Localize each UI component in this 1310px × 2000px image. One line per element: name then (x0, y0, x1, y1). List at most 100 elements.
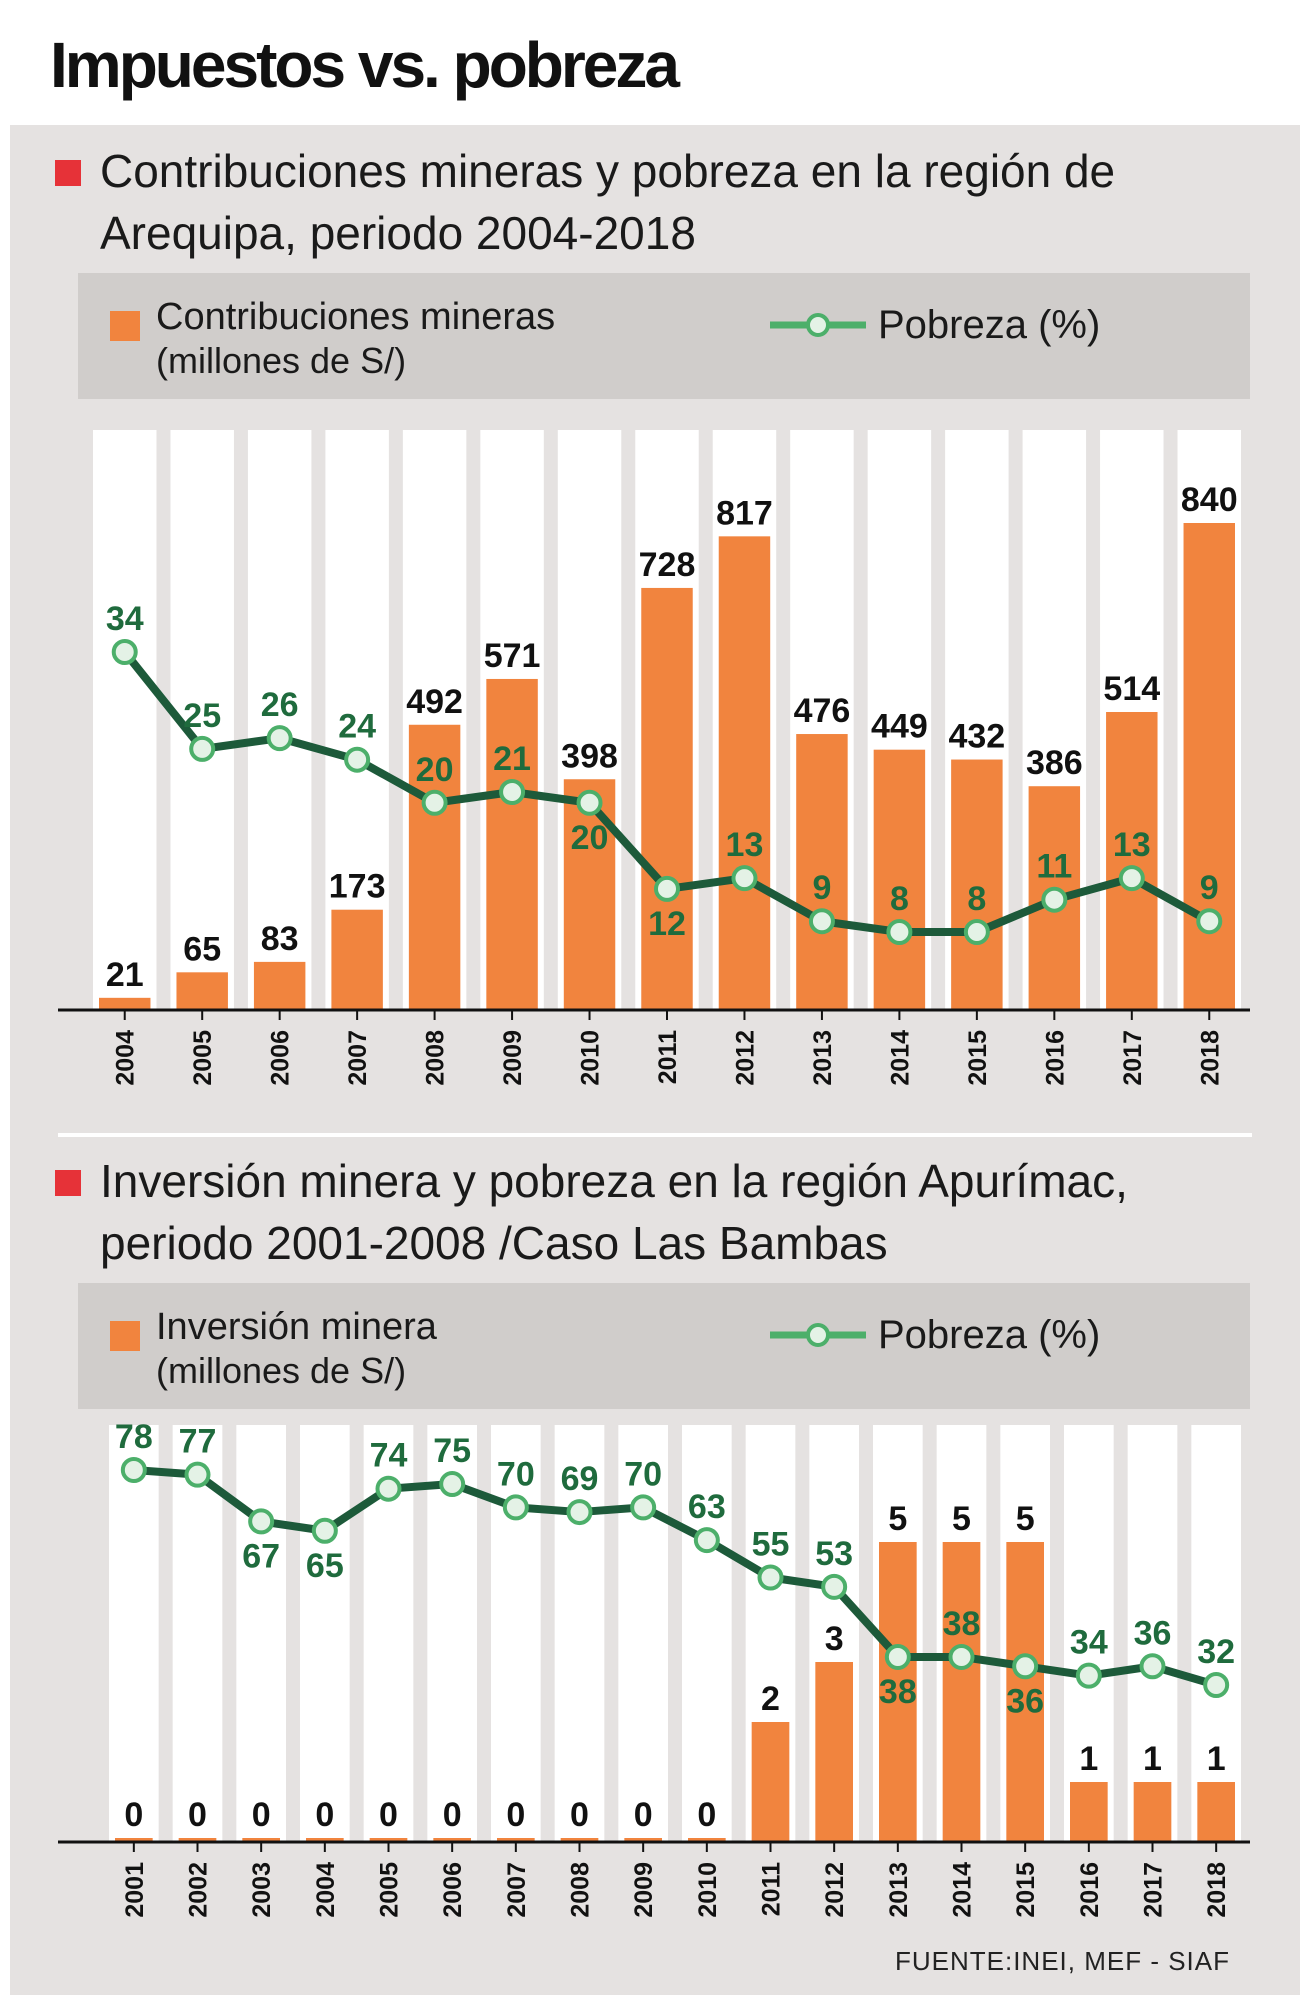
chart1-legend: Contribuciones mineras (millones de S/) … (78, 273, 1250, 399)
chart2-x-tick-label: 2012 (821, 1862, 849, 1918)
chart2-bar (497, 1838, 535, 1842)
chart1-bar-value-label: 514 (1103, 670, 1160, 708)
chart1-poverty-value-label: 21 (493, 740, 531, 778)
chart2-bar (624, 1838, 662, 1842)
chart2-plot: 2001 2002 2003 2004 2005 2006 2007 2008 2009 2010… (58, 1418, 1250, 1918)
chart2-poverty-point (1203, 1672, 1230, 1698)
chart1-title: Contribuciones mineras y pobreza en la r… (100, 145, 1116, 259)
chart2-column-bg (109, 1425, 159, 1842)
chart1-column-bg (93, 430, 157, 1010)
chart1-poverty-value-label: 20 (416, 751, 454, 789)
chart1-bar (1106, 712, 1158, 1010)
chart2-poverty-point (630, 1494, 657, 1521)
chart1-bar (176, 972, 228, 1010)
chart1-bar-value-label: 817 (716, 494, 773, 532)
chart2-bar (178, 1838, 217, 1842)
chart1-bar (331, 909, 383, 1010)
chart2-poverty-value-label: 38 (943, 1605, 981, 1643)
chart2-bar-value-label: 1 (1143, 1740, 1162, 1778)
chart1-poverty-value-label: 34 (106, 600, 144, 638)
chart2-bar (751, 1722, 790, 1842)
infographic-frame: Impuestos vs. pobreza Contribuciones min… (10, 0, 1300, 1995)
chart2-poverty-line (133, 1466, 1218, 1689)
chart1-poverty-point (344, 746, 371, 773)
chart2-x-tick-label: 2014 (949, 1862, 977, 1918)
chart1-poverty-point (499, 779, 526, 805)
chart2-poverty-point (120, 1457, 147, 1483)
chart1-bar (796, 734, 848, 1010)
chart2-bar-value-label: 1 (1207, 1740, 1226, 1778)
chart1-poverty-point (421, 789, 448, 816)
chart2-bar-value-label: 0 (379, 1796, 398, 1834)
chart1-poverty-point (886, 919, 913, 945)
chart2-x-tick-label: 2013 (885, 1862, 913, 1918)
chart2-poverty-value-label: 34 (1070, 1624, 1108, 1662)
chart2-poverty-point (757, 1564, 784, 1591)
chart1-legend-bar-label: Contribuciones mineras (millones de S/) (156, 295, 555, 383)
chart2-poverty-point (502, 1494, 529, 1521)
chart1-x-tick-label: 2004 (112, 1030, 140, 1086)
chart2-poverty-point (821, 1573, 848, 1600)
chart2-x-tick-label: 2008 (567, 1862, 595, 1918)
chart2-bar-value-label: 3 (825, 1620, 844, 1658)
chart1-x-tick-label: 2006 (267, 1030, 295, 1086)
chart2-column-bg (682, 1425, 732, 1842)
chart2-poverty-point (248, 1508, 275, 1535)
chart1-poverty-point (576, 789, 603, 816)
chart2-x-tick-label: 2007 (503, 1862, 531, 1918)
chart1-bar-value-label: 492 (406, 683, 463, 721)
chart1-bar-value-label: 728 (639, 546, 696, 584)
chart1-bar (718, 536, 771, 1010)
chart2-bar-value-label: 5 (888, 1500, 907, 1538)
chart1-x-tick-label: 2012 (731, 1030, 759, 1086)
chart1-bar-value-label: 83 (261, 920, 299, 958)
chart1-poverty-point (808, 908, 835, 935)
chart2-bar (1197, 1782, 1235, 1842)
chart2-bar (688, 1838, 726, 1842)
chart2-poverty-value-label: 36 (1134, 1614, 1172, 1652)
chart2-bar (1070, 1782, 1108, 1842)
chart2-bar (1006, 1542, 1044, 1842)
chart1-poverty-value-label: 9 (1200, 869, 1219, 907)
title-band: Impuestos vs. pobreza (10, 0, 1300, 125)
chart1-bar-value-label: 173 (329, 868, 386, 906)
chart2-poverty-value-label: 55 (752, 1526, 790, 1564)
chart1-bar-value-label: 65 (183, 930, 221, 968)
chart2-bar-value-label: 0 (252, 1796, 271, 1834)
chart1-poverty-value-label: 25 (183, 697, 221, 735)
chart2-bar-value-label: 0 (315, 1796, 334, 1834)
chart2-bar-value-label: 0 (124, 1796, 143, 1834)
chart1-bar-value-label: 449 (871, 708, 928, 746)
chart2-x-tick-label: 2001 (121, 1862, 149, 1918)
chart2-bar-value-label: 5 (1016, 1500, 1035, 1538)
chart1-bar-value-label: 840 (1181, 481, 1238, 519)
chart1-poverty-point (1196, 908, 1223, 935)
chart2-poverty-point (1139, 1653, 1166, 1680)
chart1-x-tick-label: 2016 (1041, 1030, 1069, 1086)
chart2-x-tick-label: 2017 (1140, 1862, 1168, 1918)
chart1-column-bg (247, 430, 312, 1010)
chart1-legend-line-icon (770, 313, 866, 337)
chart2-bar (942, 1542, 981, 1842)
chart1-legend-line-label: Pobreza (%) (878, 303, 1101, 347)
chart2-bar (815, 1662, 853, 1842)
chart2-legend-bar-name: Inversión minera (156, 1306, 437, 1348)
chart1-plot: 2004 2005 2006 2007 2008 2009 2010 2011 2012 2013… (58, 430, 1250, 1086)
chart2-bar-value-label: 0 (634, 1796, 653, 1834)
chart2-poverty-point (184, 1461, 211, 1488)
chart1-legend-bar-swatch-icon (110, 311, 140, 341)
chart2-x-tick-label: 2003 (248, 1862, 276, 1918)
chart1-bar (408, 724, 461, 1010)
chart1-bar (951, 759, 1003, 1010)
chart2-bar-value-label: 0 (188, 1796, 207, 1834)
chart1-poverty-point (266, 725, 293, 752)
chart2-legend-line-label: Pobreza (%) (878, 1313, 1101, 1357)
chart2-x-tick-label: 2004 (312, 1862, 340, 1918)
chart1-poverty-value-label: 12 (648, 905, 686, 943)
chart1-bar-value-label: 398 (561, 737, 618, 775)
chart1-poverty-value-label: 11 (1036, 848, 1072, 886)
chart2-x-tick-label: 2016 (1076, 1862, 1104, 1918)
chart2-bar-value-label: 0 (570, 1796, 589, 1834)
chart1-x-tick-label: 2010 (577, 1030, 605, 1086)
chart2-x-tick-label: 2010 (694, 1862, 722, 1918)
